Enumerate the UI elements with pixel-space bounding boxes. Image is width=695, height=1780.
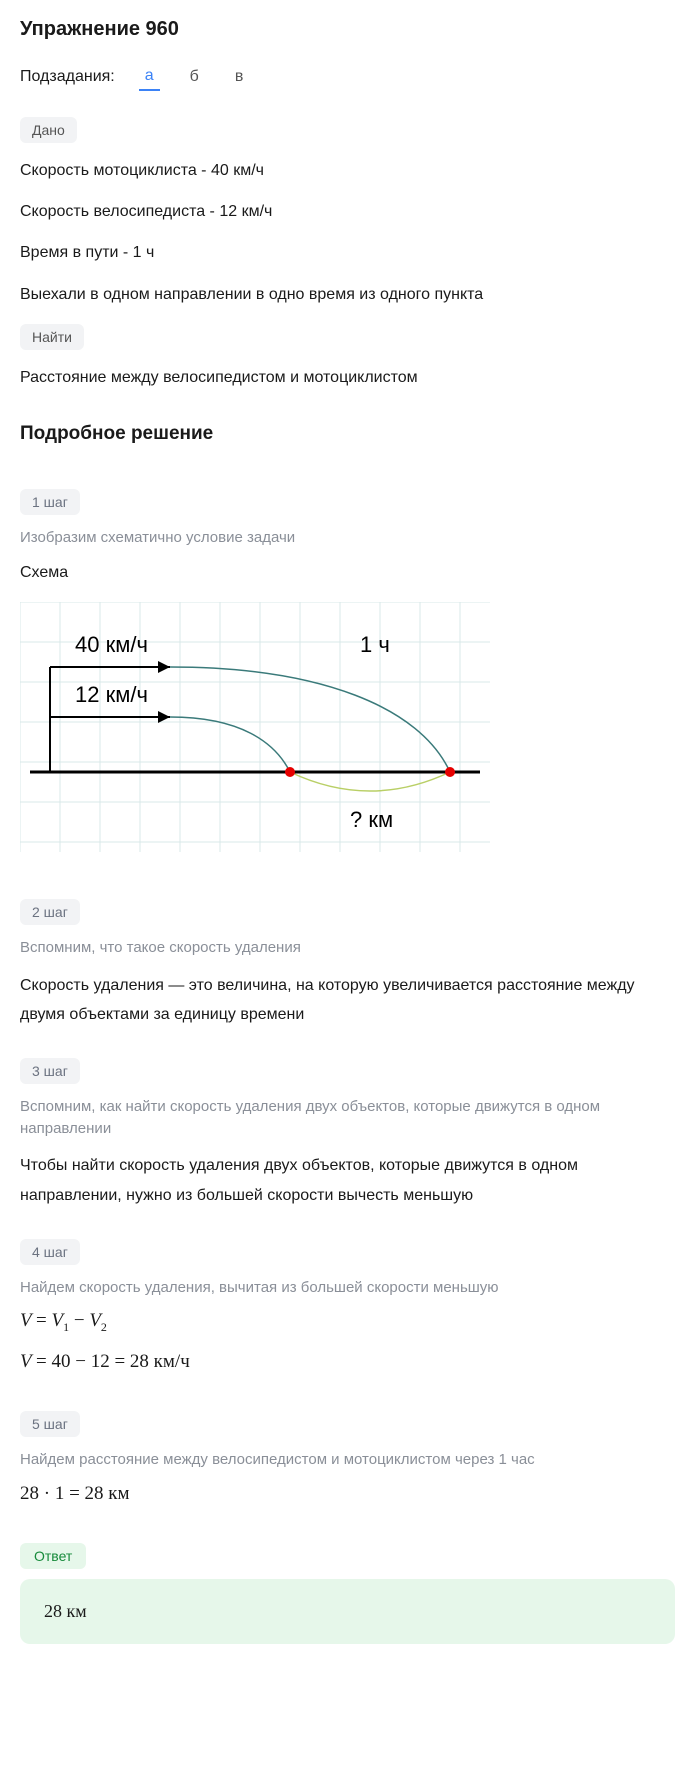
svg-text:1 ч: 1 ч	[360, 632, 390, 657]
step-1-desc: Изобразим схематично условие задачи	[20, 527, 675, 549]
schema-label: Схема	[20, 561, 675, 584]
tab-v[interactable]: в	[229, 64, 250, 90]
find-text: Расстояние между велосипедистом и мотоци…	[20, 366, 675, 389]
diagram-svg: 40 км/ч 12 км/ч 1 ч ? км	[20, 602, 490, 852]
given-line-3: Время в пути - 1 ч	[20, 241, 675, 264]
given-line-1: Скорость мотоциклиста - 40 км/ч	[20, 159, 675, 182]
step-3-pill: 3 шаг	[20, 1058, 80, 1084]
diagram: 40 км/ч 12 км/ч 1 ч ? км	[20, 602, 675, 857]
find-pill: Найти	[20, 324, 84, 350]
svg-text:? км: ? км	[350, 807, 393, 832]
given-pill: Дано	[20, 117, 77, 143]
answer-pill: Ответ	[20, 1543, 86, 1569]
formula-2: V = 40 − 12 = 28 км/ч	[20, 1351, 675, 1373]
step-1-pill: 1 шаг	[20, 489, 80, 515]
step-5-pill: 5 шаг	[20, 1411, 80, 1437]
formula-1: V = V1 − V2	[20, 1310, 675, 1335]
given-line-4: Выехали в одном направлении в одно время…	[20, 283, 675, 306]
step-3-body: Чтобы найти скорость удаления двух объек…	[20, 1151, 675, 1210]
given-line-2: Скорость велосипедиста - 12 км/ч	[20, 200, 675, 223]
svg-text:12 км/ч: 12 км/ч	[75, 682, 148, 707]
tab-a[interactable]: а	[139, 63, 160, 91]
answer-box: 28 км	[20, 1579, 675, 1644]
step-2-body: Скорость удаления — это величина, на кот…	[20, 971, 675, 1030]
step-2-desc: Вспомним, что такое скорость удаления	[20, 937, 675, 959]
step-5-desc: Найдем расстояние между велосипедистом и…	[20, 1449, 675, 1471]
exercise-title: Упражнение 960	[20, 18, 675, 41]
tab-b[interactable]: б	[184, 64, 205, 90]
answer-text: 28 км	[44, 1601, 87, 1621]
svg-text:40 км/ч: 40 км/ч	[75, 632, 148, 657]
step-4-desc: Найдем скорость удаления, вычитая из бол…	[20, 1277, 675, 1299]
subtasks-row: Подзадания: а б в	[20, 63, 675, 91]
subtasks-label: Подзадания:	[20, 68, 115, 86]
step-4-pill: 4 шаг	[20, 1239, 80, 1265]
step-3-desc: Вспомним, как найти скорость удаления дв…	[20, 1096, 675, 1140]
formula-1-lhs: V	[20, 1310, 31, 1331]
formula-3: 28 · 1 = 28 км	[20, 1483, 675, 1505]
solution-heading: Подробное решение	[20, 423, 675, 445]
step-2-pill: 2 шаг	[20, 899, 80, 925]
